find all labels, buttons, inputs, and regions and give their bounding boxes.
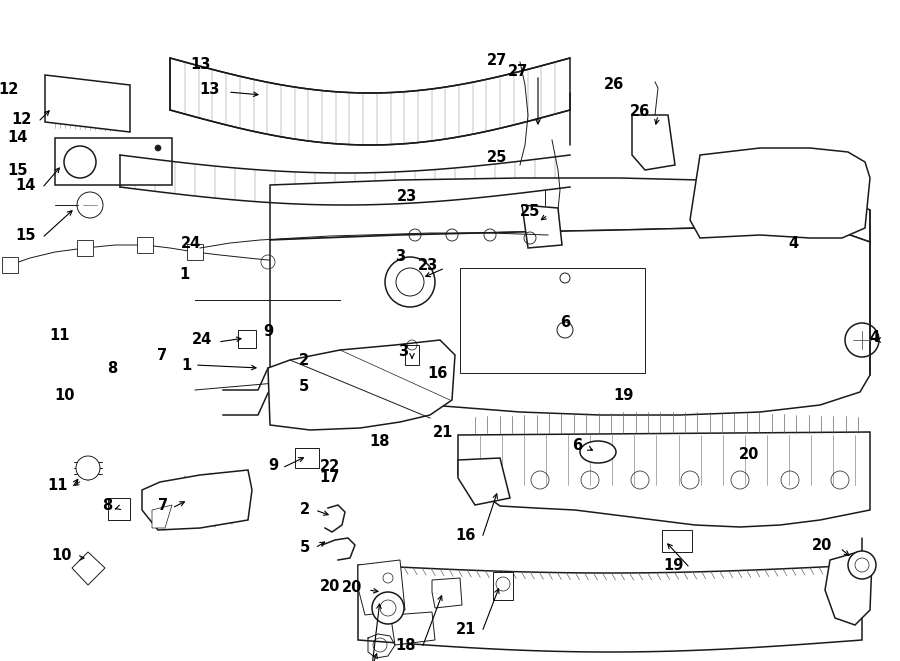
Circle shape — [385, 257, 435, 307]
Polygon shape — [825, 552, 872, 625]
Polygon shape — [632, 115, 675, 170]
Circle shape — [372, 592, 404, 624]
Text: 18: 18 — [370, 434, 391, 449]
Polygon shape — [358, 565, 862, 652]
Bar — [405, 345, 419, 365]
Text: 27: 27 — [487, 54, 508, 68]
Text: 6: 6 — [572, 438, 582, 453]
Text: 7: 7 — [157, 348, 167, 363]
Bar — [108, 498, 130, 520]
Text: 26: 26 — [604, 77, 625, 92]
Text: 10: 10 — [51, 547, 72, 563]
Bar — [2, 257, 18, 273]
Text: 13: 13 — [190, 58, 211, 72]
Polygon shape — [142, 470, 252, 530]
Text: 9: 9 — [268, 457, 278, 473]
Polygon shape — [522, 205, 562, 248]
Text: 19: 19 — [663, 557, 684, 572]
Polygon shape — [358, 560, 405, 615]
Text: 14: 14 — [15, 178, 36, 194]
Text: 5: 5 — [299, 379, 310, 394]
Text: 21: 21 — [455, 623, 476, 637]
Bar — [137, 237, 153, 253]
Text: 16: 16 — [455, 527, 476, 543]
Text: 8: 8 — [102, 498, 112, 514]
Text: 1: 1 — [179, 267, 190, 282]
Text: 20: 20 — [342, 580, 362, 596]
Polygon shape — [392, 612, 435, 645]
Polygon shape — [432, 578, 462, 608]
Text: 22: 22 — [320, 459, 340, 473]
Polygon shape — [45, 75, 130, 132]
Polygon shape — [72, 552, 105, 585]
Text: 20: 20 — [739, 447, 760, 462]
Polygon shape — [268, 340, 455, 430]
Text: 3: 3 — [398, 344, 408, 360]
Polygon shape — [170, 58, 570, 145]
Text: 24: 24 — [181, 236, 202, 251]
Text: 4: 4 — [870, 330, 880, 346]
Circle shape — [76, 456, 100, 480]
Text: 18: 18 — [395, 637, 416, 652]
Text: 5: 5 — [300, 541, 310, 555]
Text: 27: 27 — [508, 65, 528, 79]
Text: 20: 20 — [320, 580, 340, 594]
Text: 24: 24 — [192, 332, 212, 348]
Text: 2: 2 — [299, 353, 310, 368]
Bar — [662, 530, 692, 552]
Text: 20: 20 — [812, 539, 832, 553]
Text: 16: 16 — [428, 366, 448, 381]
Text: 2: 2 — [300, 502, 310, 518]
Text: 21: 21 — [433, 426, 454, 440]
Bar — [238, 330, 256, 348]
Text: 23: 23 — [397, 190, 418, 204]
Text: 6: 6 — [560, 315, 571, 330]
Circle shape — [155, 145, 161, 151]
Text: 10: 10 — [55, 388, 76, 403]
Text: 19: 19 — [613, 388, 634, 403]
Text: 4: 4 — [788, 236, 799, 251]
Ellipse shape — [580, 441, 616, 463]
Text: 15: 15 — [7, 163, 28, 178]
Text: 12: 12 — [12, 112, 32, 128]
Bar — [77, 240, 93, 256]
Text: 11: 11 — [50, 329, 70, 343]
Text: 26: 26 — [630, 104, 650, 120]
Polygon shape — [152, 505, 172, 528]
Text: 17: 17 — [320, 470, 340, 485]
Text: 3: 3 — [395, 249, 406, 264]
Polygon shape — [458, 432, 870, 527]
Bar — [493, 572, 513, 600]
Polygon shape — [458, 458, 510, 505]
Circle shape — [848, 551, 876, 579]
Text: 9: 9 — [263, 325, 274, 339]
Text: 1: 1 — [182, 358, 192, 373]
Text: 13: 13 — [200, 83, 220, 98]
Text: 15: 15 — [15, 229, 36, 243]
Polygon shape — [270, 228, 870, 415]
Bar — [187, 244, 203, 260]
Text: 14: 14 — [7, 130, 28, 145]
Polygon shape — [55, 138, 172, 185]
Text: 7: 7 — [158, 498, 168, 512]
Polygon shape — [270, 178, 870, 242]
Text: 11: 11 — [48, 477, 68, 492]
Text: 25: 25 — [519, 204, 540, 219]
Text: 23: 23 — [418, 258, 438, 272]
Text: 25: 25 — [487, 150, 508, 165]
Bar — [295, 448, 319, 468]
Bar — [460, 268, 645, 373]
Text: 12: 12 — [0, 82, 19, 97]
Polygon shape — [690, 148, 870, 238]
Text: 8: 8 — [107, 362, 118, 376]
